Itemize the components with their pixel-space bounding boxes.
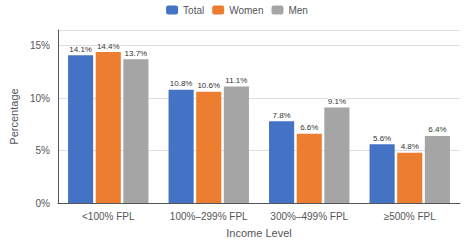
svg-text:10.6%: 10.6% — [197, 81, 220, 90]
svg-text:6.6%: 6.6% — [300, 123, 318, 132]
svg-text:0%: 0% — [36, 198, 51, 209]
svg-text:Total: Total — [183, 5, 204, 16]
svg-text:≥500% FPL: ≥500% FPL — [384, 211, 437, 222]
svg-text:9.1%: 9.1% — [328, 97, 346, 106]
svg-text:Men: Men — [288, 5, 307, 16]
svg-text:14.4%: 14.4% — [97, 42, 120, 51]
svg-text:6.4%: 6.4% — [428, 125, 446, 134]
svg-text:15%: 15% — [30, 40, 50, 51]
svg-text:7.8%: 7.8% — [272, 111, 290, 120]
svg-text:10.8%: 10.8% — [170, 79, 193, 88]
svg-text:<100% FPL: <100% FPL — [82, 211, 135, 222]
svg-text:13.7%: 13.7% — [125, 49, 148, 58]
svg-text:5%: 5% — [36, 145, 51, 156]
svg-text:5.6%: 5.6% — [373, 134, 391, 143]
svg-text:Percentage: Percentage — [8, 88, 20, 144]
svg-text:Women: Women — [229, 5, 263, 16]
svg-text:100%–299% FPL: 100%–299% FPL — [170, 211, 248, 222]
svg-text:300%–499% FPL: 300%–499% FPL — [270, 211, 348, 222]
svg-text:4.8%: 4.8% — [401, 142, 419, 151]
svg-text:10%: 10% — [30, 93, 50, 104]
svg-text:14.1%: 14.1% — [69, 45, 92, 54]
svg-text:11.1%: 11.1% — [225, 76, 247, 85]
svg-text:Income Level: Income Level — [226, 227, 291, 239]
